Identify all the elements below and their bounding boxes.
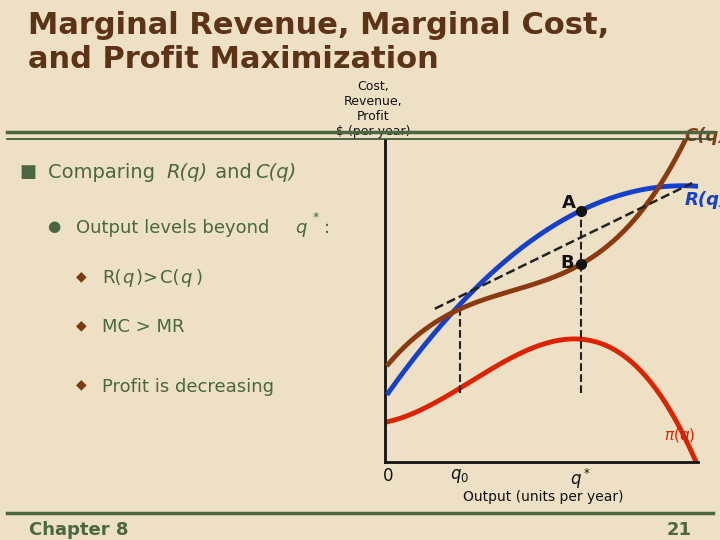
Text: C(q): C(q): [255, 164, 297, 183]
Text: Cost,
Revenue,
Profit
$ (per year): Cost, Revenue, Profit $ (per year): [336, 80, 410, 138]
Text: B: B: [560, 254, 574, 272]
Text: Chapter 8: Chapter 8: [29, 521, 128, 538]
Text: ◆: ◆: [76, 377, 86, 392]
Text: :: :: [324, 219, 330, 238]
Text: *: *: [312, 211, 319, 224]
Text: Marginal Revenue, Marginal Cost,
and Profit Maximization: Marginal Revenue, Marginal Cost, and Pro…: [28, 11, 609, 74]
Text: q: q: [122, 269, 133, 287]
Text: q: q: [181, 269, 192, 287]
Text: Output levels beyond: Output levels beyond: [76, 219, 275, 238]
Text: Output (units per year): Output (units per year): [463, 490, 624, 504]
Text: A: A: [562, 194, 576, 212]
Text: q: q: [295, 219, 307, 238]
Text: and: and: [209, 164, 258, 183]
Text: R(: R(: [102, 269, 122, 287]
Text: MC > MR: MC > MR: [102, 318, 184, 336]
Text: )>: )>: [136, 269, 164, 287]
Text: 21: 21: [666, 521, 691, 538]
Text: ■: ■: [19, 164, 36, 181]
Text: R(q): R(q): [685, 192, 720, 210]
Text: C(: C(: [161, 269, 180, 287]
Text: Profit is decreasing: Profit is decreasing: [102, 377, 274, 396]
Text: ◆: ◆: [76, 318, 86, 332]
Text: ): ): [195, 269, 202, 287]
Text: ◆: ◆: [76, 269, 86, 283]
Text: C(q): C(q): [685, 127, 720, 145]
Text: $\pi(q)$: $\pi(q)$: [664, 426, 696, 444]
Text: Comparing: Comparing: [48, 164, 161, 183]
Text: R(q): R(q): [166, 164, 207, 183]
Text: ●: ●: [48, 219, 60, 234]
